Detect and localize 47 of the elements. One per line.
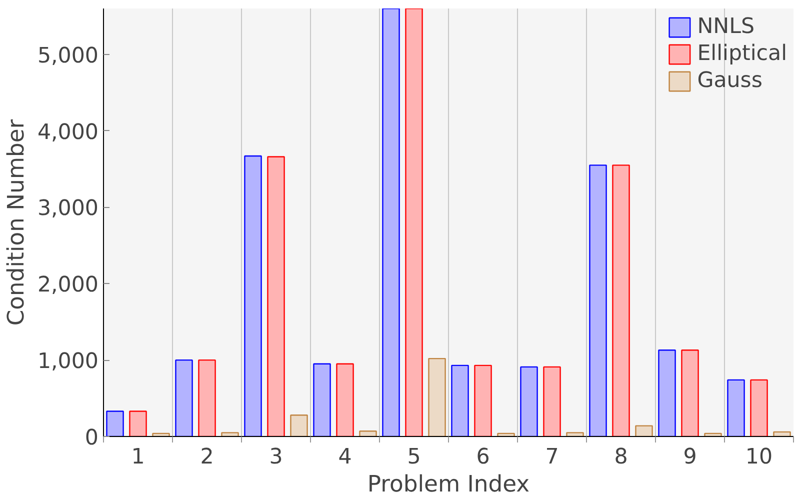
bar xyxy=(267,156,285,436)
x-tick-label: 2 xyxy=(200,444,214,470)
x-tick-label: 4 xyxy=(338,444,352,470)
bar xyxy=(244,155,262,436)
bar xyxy=(520,366,538,436)
bar xyxy=(589,164,607,436)
y-tick-label: 0 xyxy=(84,426,99,450)
x-tick-label: 9 xyxy=(683,444,697,470)
bar xyxy=(750,379,768,436)
bar xyxy=(129,410,147,436)
legend-label: Gauss xyxy=(697,68,763,93)
bar xyxy=(612,164,630,436)
x-axis-title: Problem Index xyxy=(367,472,530,498)
x-tick-label: 6 xyxy=(476,444,490,470)
legend-label: Elliptical xyxy=(697,41,787,66)
y-tick-label: 1,000 xyxy=(37,349,99,374)
x-tick-label: 7 xyxy=(545,444,559,470)
x-tick-label: 3 xyxy=(269,444,283,470)
bar xyxy=(382,8,400,436)
bar xyxy=(198,359,216,436)
bar xyxy=(359,430,377,436)
bar xyxy=(106,410,124,436)
bar xyxy=(451,364,469,436)
y-tick-label: 3,000 xyxy=(37,196,99,222)
bar xyxy=(221,432,239,436)
bar xyxy=(566,432,584,436)
bar xyxy=(474,364,492,436)
y-tick-label: 5,000 xyxy=(37,43,99,68)
bar xyxy=(405,8,423,436)
y-tick-label: 4,000 xyxy=(37,120,99,145)
y-tick-label: 2,000 xyxy=(37,272,99,298)
bar xyxy=(658,350,676,436)
y-axis-title: Condition Number xyxy=(3,118,30,326)
legend-label: NNLS xyxy=(697,14,755,39)
x-tick-label: 1 xyxy=(131,444,145,470)
bar xyxy=(336,363,354,436)
bar xyxy=(290,414,308,436)
x-tick-label: 5 xyxy=(407,444,421,470)
bar xyxy=(543,366,561,436)
bar xyxy=(681,350,699,436)
bar xyxy=(727,379,745,436)
bar xyxy=(313,363,331,436)
bar xyxy=(635,425,653,436)
bar xyxy=(175,359,193,436)
bar xyxy=(428,358,446,436)
x-tick-label: 10 xyxy=(745,444,773,470)
x-tick-label: 8 xyxy=(614,444,628,470)
